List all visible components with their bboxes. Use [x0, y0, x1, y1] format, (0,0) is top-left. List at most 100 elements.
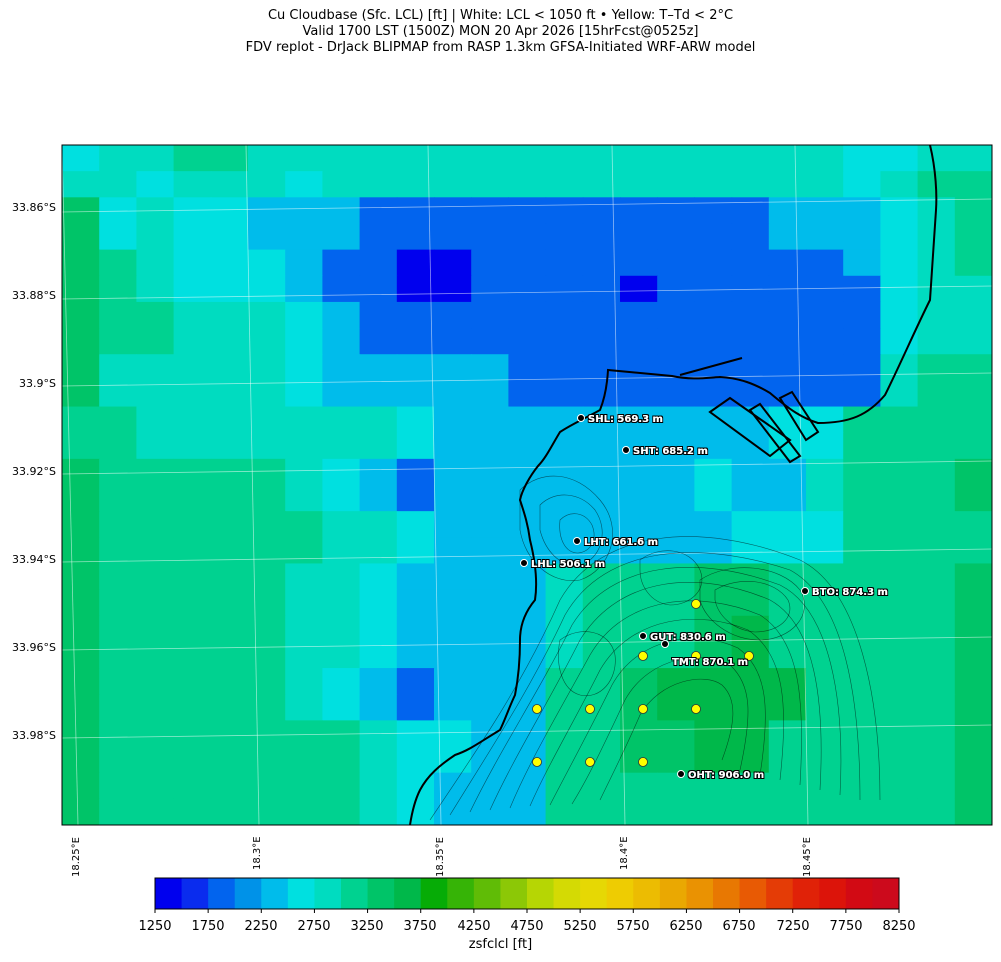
- field-cell: [620, 720, 658, 748]
- field-cell: [620, 249, 658, 277]
- field-cell: [99, 328, 137, 355]
- field-cell: [657, 511, 695, 538]
- field-cell: [396, 694, 435, 721]
- station-tmt[interactable]: TMT: 870.1 m: [661, 640, 749, 669]
- field-cell: [657, 171, 695, 198]
- field-cell: [582, 798, 621, 825]
- station-sht[interactable]: SHT: 685.2 m: [622, 446, 708, 457]
- field-cell: [173, 354, 212, 381]
- field-cell: [62, 485, 100, 512]
- station-bto[interactable]: BTO: 874.3 m: [801, 587, 888, 598]
- field-cell: [99, 772, 137, 800]
- colorbar-tick-label: 5750: [616, 919, 650, 934]
- field-cell: [471, 798, 509, 825]
- field-cell: [322, 589, 361, 617]
- field-cell: [210, 798, 249, 825]
- colorbar-tick-label: 5250: [563, 919, 597, 934]
- lon-tick-label: 18.25°E: [71, 837, 82, 877]
- field-cell: [731, 511, 770, 538]
- field-cell: [173, 720, 212, 748]
- field-cell: [471, 328, 509, 355]
- field-cell: [471, 171, 509, 198]
- field-cell: [62, 275, 100, 303]
- field-cell: [954, 668, 992, 695]
- field-cell: [545, 720, 584, 748]
- field-cell: [322, 511, 361, 538]
- contour-line: [699, 567, 805, 641]
- field-cell: [62, 798, 100, 825]
- field-cell: [396, 641, 435, 669]
- harbour-mole: [708, 396, 792, 458]
- field-cell: [843, 641, 881, 669]
- field-cell: [917, 249, 956, 277]
- colorbar-tick-label: 2750: [297, 919, 331, 934]
- colorbar-swatch: [181, 878, 209, 909]
- field-cell: [768, 615, 807, 643]
- field-cell: [136, 511, 175, 538]
- field-cell: [396, 458, 435, 486]
- field-cell: [62, 145, 100, 172]
- field-cell: [359, 328, 398, 355]
- field-cell: [396, 380, 435, 408]
- humidity-marker: [691, 704, 701, 714]
- field-cell: [285, 772, 323, 800]
- field-cell: [731, 720, 770, 748]
- field-cell: [694, 432, 733, 460]
- colorbar-swatch: [872, 878, 900, 909]
- field-cell: [322, 746, 361, 774]
- field-cell: [471, 301, 509, 329]
- field-cell: [620, 458, 658, 486]
- field-cell: [917, 615, 956, 643]
- field-cell: [99, 406, 137, 434]
- colorbar-tick-label: 2250: [244, 919, 278, 934]
- field-cell: [954, 458, 992, 486]
- field-cell: [285, 406, 323, 434]
- field-cell: [880, 328, 919, 355]
- field-cell: [657, 249, 695, 277]
- field-cell: [396, 145, 435, 172]
- field-cell: [62, 694, 100, 721]
- station-shl[interactable]: SHL: 569.3 m: [577, 414, 663, 425]
- station-oht[interactable]: OHT: 906.0 m: [677, 770, 765, 781]
- field-cell: [210, 197, 249, 225]
- colorbar-swatch: [208, 878, 236, 909]
- field-cell: [954, 354, 992, 381]
- field-cell: [396, 511, 435, 538]
- station-lht[interactable]: LHT: 661.6 m: [573, 537, 659, 548]
- field-cell: [620, 615, 658, 643]
- colorbar-tick-label: 3250: [350, 919, 384, 934]
- field-cell: [806, 145, 844, 172]
- coastline: [409, 145, 938, 825]
- field-cell: [359, 772, 398, 800]
- field-cell: [843, 380, 881, 408]
- contour-line: [539, 494, 603, 566]
- station-dot: [573, 537, 581, 545]
- field-cell: [954, 328, 992, 355]
- field-cell: [917, 354, 956, 381]
- station-lhl[interactable]: LHL: 506.1 m: [520, 559, 606, 570]
- field-cell: [731, 485, 770, 512]
- field-cell: [471, 458, 509, 486]
- field-cell: [917, 275, 956, 303]
- field-cell: [694, 275, 733, 303]
- station-gut[interactable]: GUT: 830.6 m: [639, 632, 726, 643]
- field-cell: [880, 458, 919, 486]
- field-cell: [620, 511, 658, 538]
- field-cell: [173, 223, 212, 251]
- field-cell: [694, 772, 733, 800]
- colorbar-swatch: [527, 878, 555, 909]
- field-cell: [880, 223, 919, 251]
- field-cell: [880, 171, 919, 198]
- field-cell: [582, 485, 621, 512]
- field-cell: [545, 511, 584, 538]
- field-cell: [173, 171, 212, 198]
- field-cell: [322, 171, 361, 198]
- field-cell: [136, 720, 175, 748]
- field-cell: [880, 641, 919, 669]
- field-cell: [173, 615, 212, 643]
- field-cell: [731, 171, 770, 198]
- colorbar-swatch: [473, 878, 501, 909]
- field-cell: [248, 328, 286, 355]
- field-cell: [62, 328, 100, 355]
- field-cell: [322, 458, 361, 486]
